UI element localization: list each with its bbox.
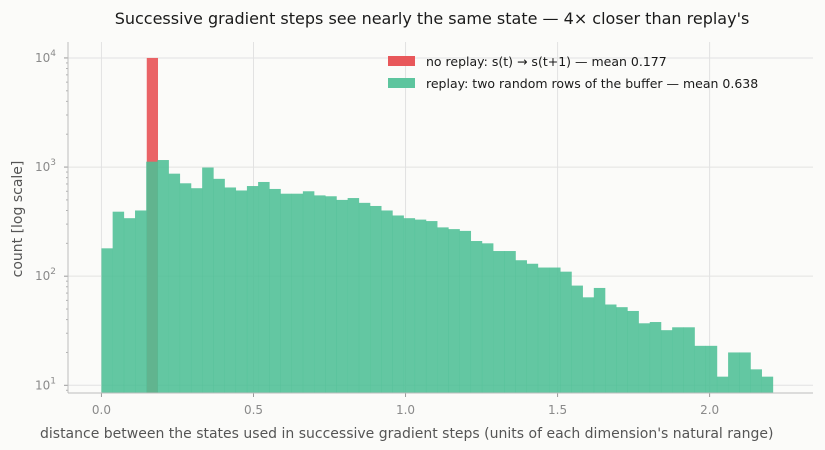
bar-replay [470, 241, 483, 393]
bar-replay [526, 263, 539, 393]
bar-replay [179, 183, 192, 393]
x-tick-label: 2.0 [700, 403, 719, 417]
bar-replay [314, 195, 326, 393]
bar-replay [358, 202, 371, 393]
y-tick-label: 102 [35, 267, 56, 283]
x-tick-label: 0.0 [92, 403, 111, 417]
bar-replay [325, 196, 337, 393]
bar-replay [728, 352, 740, 393]
bar-replay [291, 193, 304, 393]
bar-replay [101, 248, 113, 393]
bar-replay [302, 191, 315, 393]
bar-replay [582, 297, 595, 393]
legend: no replay: s(t) → s(t+1) — mean 0.177 re… [388, 54, 758, 91]
bar-replay [481, 243, 494, 393]
bar-replay [504, 251, 516, 393]
x-axis-label: distance between the states used in succ… [40, 426, 773, 442]
bar-replay [403, 218, 416, 393]
bar-replay [616, 307, 628, 393]
bar-replay [660, 330, 673, 393]
x-tick-label: 1.0 [396, 403, 415, 417]
bar-replay [146, 161, 158, 393]
bar-replay [649, 322, 662, 393]
legend-label-replay: replay: two random rows of the buffer — … [426, 76, 758, 91]
bar-replay [560, 271, 572, 393]
bar-replay [392, 215, 404, 393]
bar-replay [549, 267, 561, 393]
bar-replay [705, 345, 718, 393]
y-tick-label: 103 [35, 158, 56, 174]
bar-replay [157, 160, 169, 393]
bar-replay [347, 198, 360, 393]
bar-replay [213, 178, 225, 393]
legend-swatch-no-replay [388, 56, 415, 66]
bar-replay [168, 173, 181, 393]
bar-replay [571, 285, 583, 393]
bar-replay [258, 181, 270, 393]
axes-layer: 0.0 0.5 1.0 1.5 2.0 101 102 103 104 [35, 42, 813, 417]
bar-replay [739, 352, 751, 393]
bars-layer [101, 57, 774, 393]
bar-replay [694, 345, 707, 393]
bar-replay [683, 327, 695, 393]
bar-replay [716, 376, 729, 393]
bar-replay [112, 211, 125, 393]
bar-replay [224, 187, 237, 393]
bar-replay [515, 260, 527, 393]
bar-replay [459, 230, 472, 393]
bar-replay [269, 188, 281, 393]
bar-replay [370, 205, 382, 393]
bar-replay [672, 327, 684, 393]
bar-replay [123, 218, 136, 393]
y-tick-label: 104 [35, 49, 56, 65]
bar-replay [246, 186, 259, 393]
bar-replay [336, 199, 348, 393]
y-axis-label: count [log scale] [10, 161, 26, 278]
y-tick-label: 101 [35, 376, 56, 392]
bar-replay [605, 304, 617, 393]
bar-replay [135, 210, 147, 393]
bar-replay [627, 310, 639, 393]
bar-replay [190, 188, 203, 393]
bar-replay [414, 219, 427, 393]
x-tick-label: 1.5 [548, 403, 567, 417]
bar-replay [381, 210, 393, 393]
bar-replay [235, 190, 248, 393]
bar-replay [448, 229, 460, 393]
x-tick-label: 0.5 [244, 403, 263, 417]
bar-replay [593, 287, 606, 393]
bar-replay [761, 376, 774, 393]
chart-title: Successive gradient steps see nearly the… [115, 9, 750, 28]
legend-swatch-replay [388, 78, 415, 88]
bar-replay [425, 221, 438, 393]
bar-replay [493, 251, 505, 393]
bar-replay [437, 227, 449, 393]
bar-replay [537, 267, 550, 393]
legend-label-no-replay: no replay: s(t) → s(t+1) — mean 0.177 [426, 54, 667, 69]
bar-replay [638, 323, 651, 393]
bar-replay [202, 167, 214, 393]
bar-replay [750, 369, 762, 393]
bar-replay [280, 193, 292, 393]
